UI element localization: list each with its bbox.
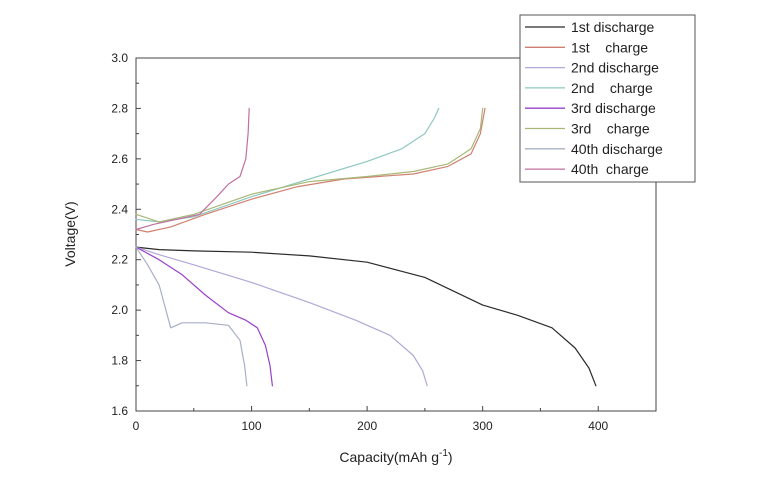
legend-label: 3rd discharge [571,100,656,116]
series-line-8 [135,107,250,231]
y-tick-label: 2.0 [111,303,128,317]
y-ticks: 1.6 1.8 2.0 2.2 2.4 2.6 2.8 3.0 [111,51,141,418]
y-axis: 1.6 1.8 2.0 2.2 2.4 2.6 2.8 3.0 Voltage(V) [62,51,141,418]
y-axis-label: Voltage(V) [62,201,78,266]
series-line-5 [135,246,273,387]
x-axis-label-main: Capacity(mAh g [339,449,439,465]
x-tick-label: 300 [473,419,493,433]
y-tick-label: 3.0 [111,51,128,65]
series-layer [135,107,597,387]
y-tick-label: 1.8 [111,354,128,368]
series-line-3 [135,246,428,387]
series-line-1 [135,246,597,387]
legend-label: 40th discharge [571,141,663,157]
plot-area [135,57,657,412]
y-tick-label: 1.6 [111,404,128,418]
legend: 1st discharge 1st charge 2nd discharge 2nd … [519,14,696,183]
y-tick-label: 2.8 [111,101,128,115]
legend-label: 2nd discharge [571,60,659,76]
series-line-4 [135,107,440,223]
y-tick-label: 2.6 [111,152,128,166]
x-axis-label-close: ) [448,449,453,465]
x-axis-label: Capacity(mAh g-1) [339,448,452,465]
legend-box [519,14,696,183]
y-tick-label: 2.2 [111,253,128,267]
x-axis: 0 100 200 300 400 Capacity(mAh g-1) [133,406,609,465]
x-axis-label-superscript: -1 [439,448,448,459]
series-line-7 [135,246,248,387]
series-line-6 [135,107,484,223]
x-tick-label: 100 [242,419,262,433]
legend-label: 2nd charge [571,80,653,96]
series-line-2 [135,107,486,233]
x-tick-label: 0 [133,419,140,433]
legend-label: 40th charge [571,161,649,177]
x-tick-label: 400 [588,419,608,433]
legend-items: 1st discharge 1st charge 2nd discharge 2nd … [525,19,663,177]
x-ticks: 0 100 200 300 400 [133,406,609,433]
legend-label: 1st charge [571,39,648,55]
y-tick-label: 2.4 [111,202,128,216]
legend-label: 3rd charge [571,121,650,137]
legend-label: 1st discharge [571,19,654,35]
x-tick-label: 200 [357,419,377,433]
